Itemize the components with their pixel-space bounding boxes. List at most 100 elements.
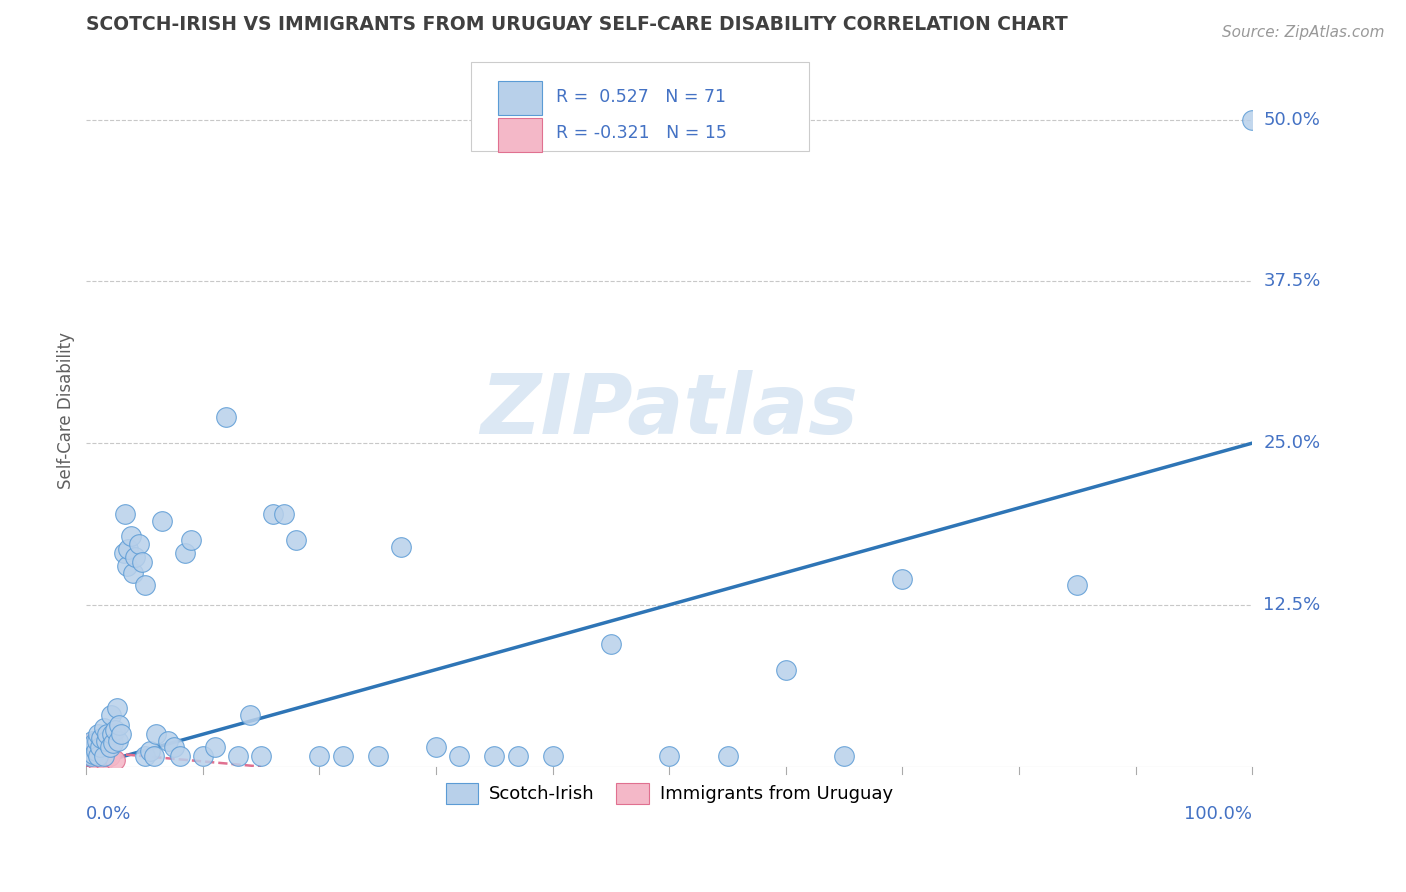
Point (94, 733, 117, 747)
Point (100, 707, 122, 722)
Point (101, 727, 124, 741)
Point (150, 514, 173, 528)
Point (506, 749, 529, 764)
Point (90, 731, 112, 745)
Point (128, 537, 150, 551)
Point (308, 749, 330, 764)
Point (1066, 578, 1088, 592)
Point (114, 508, 136, 522)
Point (262, 508, 284, 522)
Point (285, 533, 308, 548)
Point (89, 740, 111, 755)
Point (98, 740, 121, 755)
Point (98, 749, 121, 764)
Point (541, 749, 564, 764)
Text: R =  0.527   N = 71: R = 0.527 N = 71 (557, 87, 725, 106)
Point (163, 740, 186, 755)
Text: R = -0.321   N = 15: R = -0.321 N = 15 (557, 124, 727, 142)
Point (139, 744, 162, 758)
Bar (498, 81, 543, 115)
Point (84, 744, 107, 758)
Point (250, 749, 273, 764)
Point (134, 578, 156, 592)
Point (79, 740, 101, 755)
Point (93, 721, 115, 735)
Point (86, 744, 108, 758)
Point (367, 749, 389, 764)
Point (108, 718, 131, 732)
Point (145, 727, 167, 741)
Legend: Scotch-Irish, Immigrants from Uruguay: Scotch-Irish, Immigrants from Uruguay (439, 776, 900, 811)
Point (104, 723, 127, 738)
Point (658, 749, 681, 764)
Point (273, 508, 295, 522)
Text: 12.5%: 12.5% (1264, 596, 1320, 614)
Point (775, 663, 797, 677)
Point (82, 733, 104, 747)
Point (124, 549, 146, 564)
Point (93, 749, 115, 764)
Point (96, 727, 118, 741)
Text: 0.0%: 0.0% (86, 805, 132, 823)
Point (891, 572, 914, 586)
Point (484, 749, 506, 764)
Point (174, 546, 197, 560)
Point (131, 555, 153, 569)
Point (204, 740, 226, 755)
Point (93, 753, 115, 767)
Text: 50.0%: 50.0% (1264, 111, 1320, 128)
Bar (498, 118, 543, 153)
Point (89, 749, 111, 764)
Point (75, 749, 97, 764)
Point (389, 540, 412, 554)
Point (87, 727, 110, 741)
Point (1241, 112, 1264, 127)
Point (83, 736, 105, 750)
Point (80, 749, 103, 764)
Point (215, 410, 238, 425)
Point (87, 749, 110, 764)
Point (169, 749, 191, 764)
Text: 25.0%: 25.0% (1264, 434, 1320, 452)
Point (134, 749, 156, 764)
Point (77, 740, 100, 755)
Point (142, 749, 165, 764)
Point (238, 707, 260, 722)
Text: SCOTCH-IRISH VS IMMIGRANTS FROM URUGUAY SELF-CARE DISABILITY CORRELATION CHART: SCOTCH-IRISH VS IMMIGRANTS FROM URUGUAY … (86, 15, 1069, 34)
Point (117, 542, 139, 557)
Point (449, 749, 471, 764)
Point (191, 749, 214, 764)
Point (84, 753, 107, 767)
Point (87, 749, 110, 764)
Point (716, 749, 738, 764)
Point (96, 749, 118, 764)
Point (104, 753, 127, 767)
Point (115, 559, 138, 574)
Point (120, 529, 142, 543)
Point (332, 749, 354, 764)
Point (105, 701, 128, 715)
Point (82, 736, 104, 750)
Point (82, 744, 104, 758)
Point (77, 747, 100, 761)
Point (107, 733, 129, 747)
Text: ZIPatlas: ZIPatlas (481, 370, 858, 451)
Point (226, 749, 249, 764)
Point (79, 747, 101, 761)
Point (122, 566, 145, 580)
Point (156, 733, 179, 747)
Point (600, 637, 623, 651)
Point (86, 733, 108, 747)
Point (112, 546, 135, 560)
Point (110, 727, 132, 741)
Text: 100.0%: 100.0% (1184, 805, 1253, 823)
Text: Source: ZipAtlas.com: Source: ZipAtlas.com (1222, 25, 1385, 40)
FancyBboxPatch shape (471, 62, 810, 151)
Point (832, 749, 855, 764)
Y-axis label: Self-Care Disability: Self-Care Disability (58, 333, 75, 490)
Point (83, 749, 105, 764)
Text: 37.5%: 37.5% (1264, 272, 1320, 291)
Point (425, 740, 447, 755)
Point (82, 747, 104, 761)
Point (180, 533, 202, 548)
